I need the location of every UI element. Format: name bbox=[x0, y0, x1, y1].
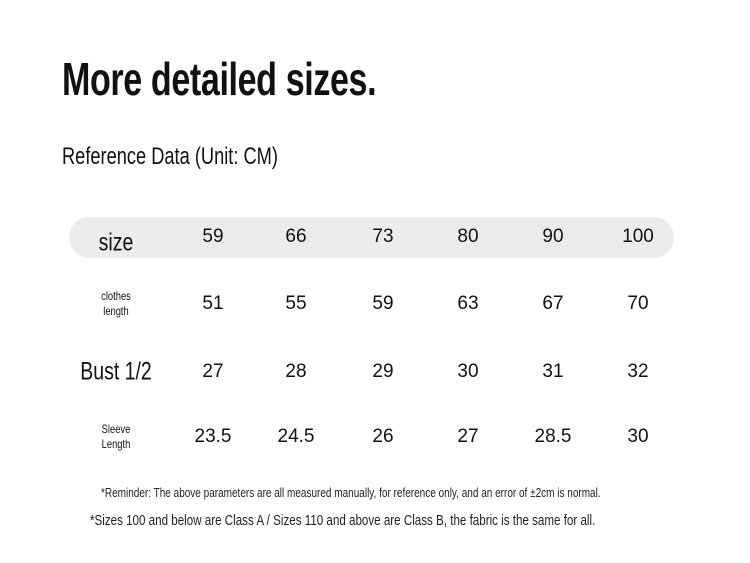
table-cell: 63 bbox=[457, 293, 479, 314]
row-label: Bust 1/2 bbox=[80, 357, 152, 386]
row-label-line: Sleeve bbox=[101, 422, 131, 436]
row-label: size bbox=[98, 228, 134, 257]
subtitle: Reference Data (Unit: CM) bbox=[62, 143, 278, 170]
table-cell: 28 bbox=[285, 361, 307, 382]
table-cell: 100 bbox=[622, 226, 654, 247]
table-cell: 67 bbox=[542, 293, 564, 314]
row-label-line: clothes bbox=[101, 289, 131, 303]
table-cell: 27 bbox=[457, 426, 479, 447]
header-row-background bbox=[69, 217, 674, 258]
class-note: *Sizes 100 and below are Class A / Sizes… bbox=[90, 513, 596, 529]
table-cell: 27 bbox=[202, 361, 224, 382]
table-cell: 59 bbox=[202, 226, 224, 247]
table-cell: 26 bbox=[372, 426, 394, 447]
table-cell: 32 bbox=[627, 361, 649, 382]
table-cell: 24.5 bbox=[277, 426, 315, 447]
row-label: Sleeve Length bbox=[102, 422, 131, 452]
table-cell: 29 bbox=[372, 361, 394, 382]
table-cell: 90 bbox=[542, 226, 564, 247]
table-cell: 30 bbox=[457, 361, 479, 382]
table-cell: 30 bbox=[627, 426, 649, 447]
page-title: More detailed sizes. bbox=[62, 53, 377, 105]
table-cell: 31 bbox=[542, 361, 564, 382]
table-cell: 51 bbox=[202, 293, 224, 314]
table-cell: 66 bbox=[285, 226, 307, 247]
table-cell: 59 bbox=[372, 293, 394, 314]
table-cell: 55 bbox=[285, 293, 307, 314]
table-cell: 28.5 bbox=[534, 426, 572, 447]
row-label-line: length bbox=[103, 304, 129, 318]
table-cell: 80 bbox=[457, 226, 479, 247]
row-label: clothes length bbox=[101, 289, 131, 319]
table-cell: 23.5 bbox=[194, 426, 232, 447]
table-cell: 73 bbox=[372, 226, 394, 247]
table-cell: 70 bbox=[627, 293, 649, 314]
reminder-note: *Reminder: The above parameters are all … bbox=[101, 486, 601, 500]
row-label-line: Length bbox=[101, 437, 131, 451]
